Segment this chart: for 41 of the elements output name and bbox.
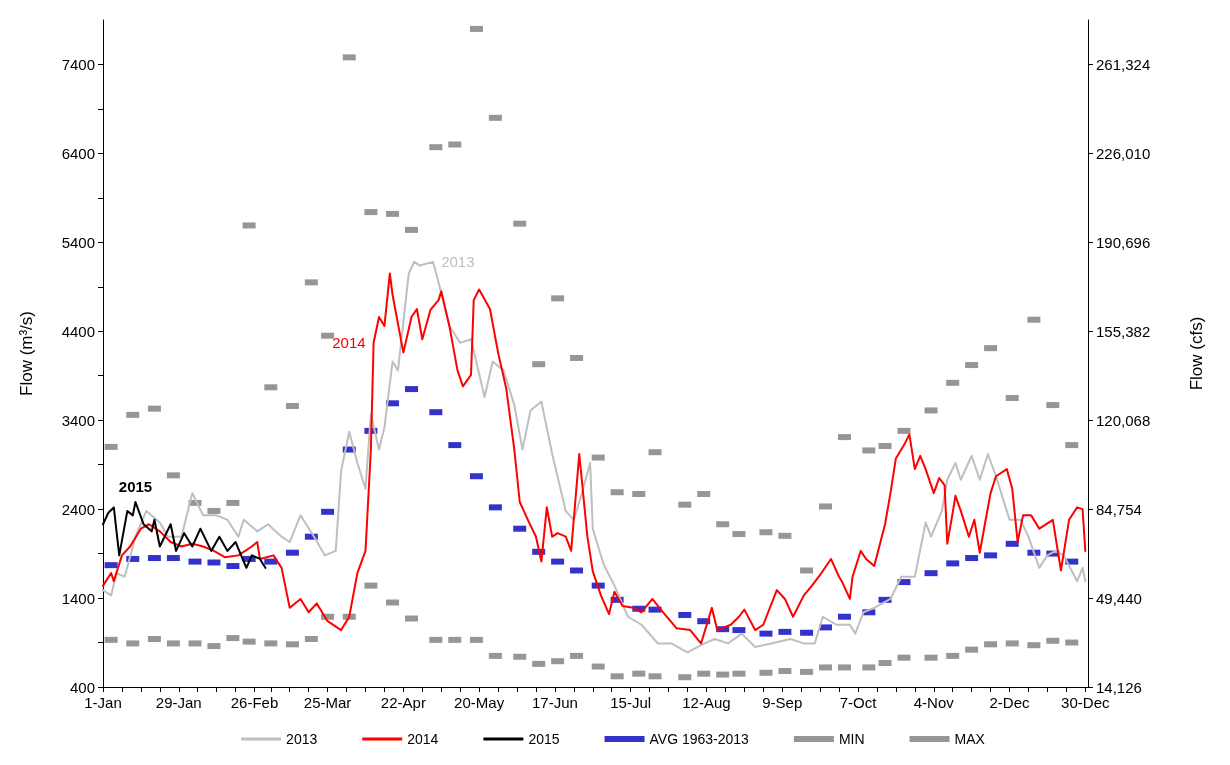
x-tick-label: 4-Nov xyxy=(913,694,955,711)
y2-tick-label: 190,696 xyxy=(1096,233,1151,251)
y2-axis-title: Flow (cfs) xyxy=(1187,316,1206,391)
x-tick-label: 20-May xyxy=(454,694,505,711)
y2-tick-label: 155,382 xyxy=(1096,322,1151,340)
x-tick-label: 2-Dec xyxy=(989,694,1031,711)
y-tick-label: 6400 xyxy=(61,144,95,162)
x-tick-label: 22-Apr xyxy=(380,694,426,711)
y-tick-label: 3400 xyxy=(61,411,95,429)
y-tick-label: 7400 xyxy=(61,55,95,73)
x-tick-label: 26-Feb xyxy=(230,694,279,711)
y2-tick-label: 120,068 xyxy=(1096,411,1151,429)
x-tick-label: 17-Jun xyxy=(531,694,578,711)
legend-label: AVG 1963-2013 xyxy=(649,731,750,747)
legend-label: MAX xyxy=(954,731,986,747)
y-tick-label: 5400 xyxy=(61,233,95,251)
y-tick-label: 1400 xyxy=(61,589,95,607)
legend-label: MIN xyxy=(838,731,865,747)
x-tick-label: 9-Sep xyxy=(762,694,803,711)
legend-label: 2015 xyxy=(528,731,560,747)
x-tick-label: 30-Dec xyxy=(1061,694,1110,711)
x-tick-label: 15-Jul xyxy=(610,694,652,711)
y2-tick-label: 14,126 xyxy=(1096,678,1142,696)
y-axis-title: Flow (m³/s) xyxy=(17,311,36,396)
legend-label: 2013 xyxy=(286,731,318,747)
annotation: 2015 xyxy=(118,478,153,496)
y-tick-label: 2400 xyxy=(61,500,95,518)
x-tick-label: 12-Aug xyxy=(682,694,731,711)
legend-label: 2014 xyxy=(407,731,439,747)
x-tick-label: 1-Jan xyxy=(84,694,122,711)
x-tick-label: 7-Oct xyxy=(839,694,878,711)
x-tick-label: 25-Mar xyxy=(303,694,352,711)
y2-tick-label: 84,754 xyxy=(1096,500,1142,518)
y2-tick-label: 226,010 xyxy=(1096,144,1151,162)
y2-tick-label: 261,324 xyxy=(1096,55,1151,73)
annotation: 2013 xyxy=(441,253,475,271)
y2-tick-label: 49,440 xyxy=(1096,589,1142,607)
annotation: 2014 xyxy=(332,334,366,352)
y-tick-label: 400 xyxy=(69,678,95,696)
x-tick-label: 29-Jan xyxy=(155,694,202,711)
y-tick-label: 4400 xyxy=(61,322,95,340)
